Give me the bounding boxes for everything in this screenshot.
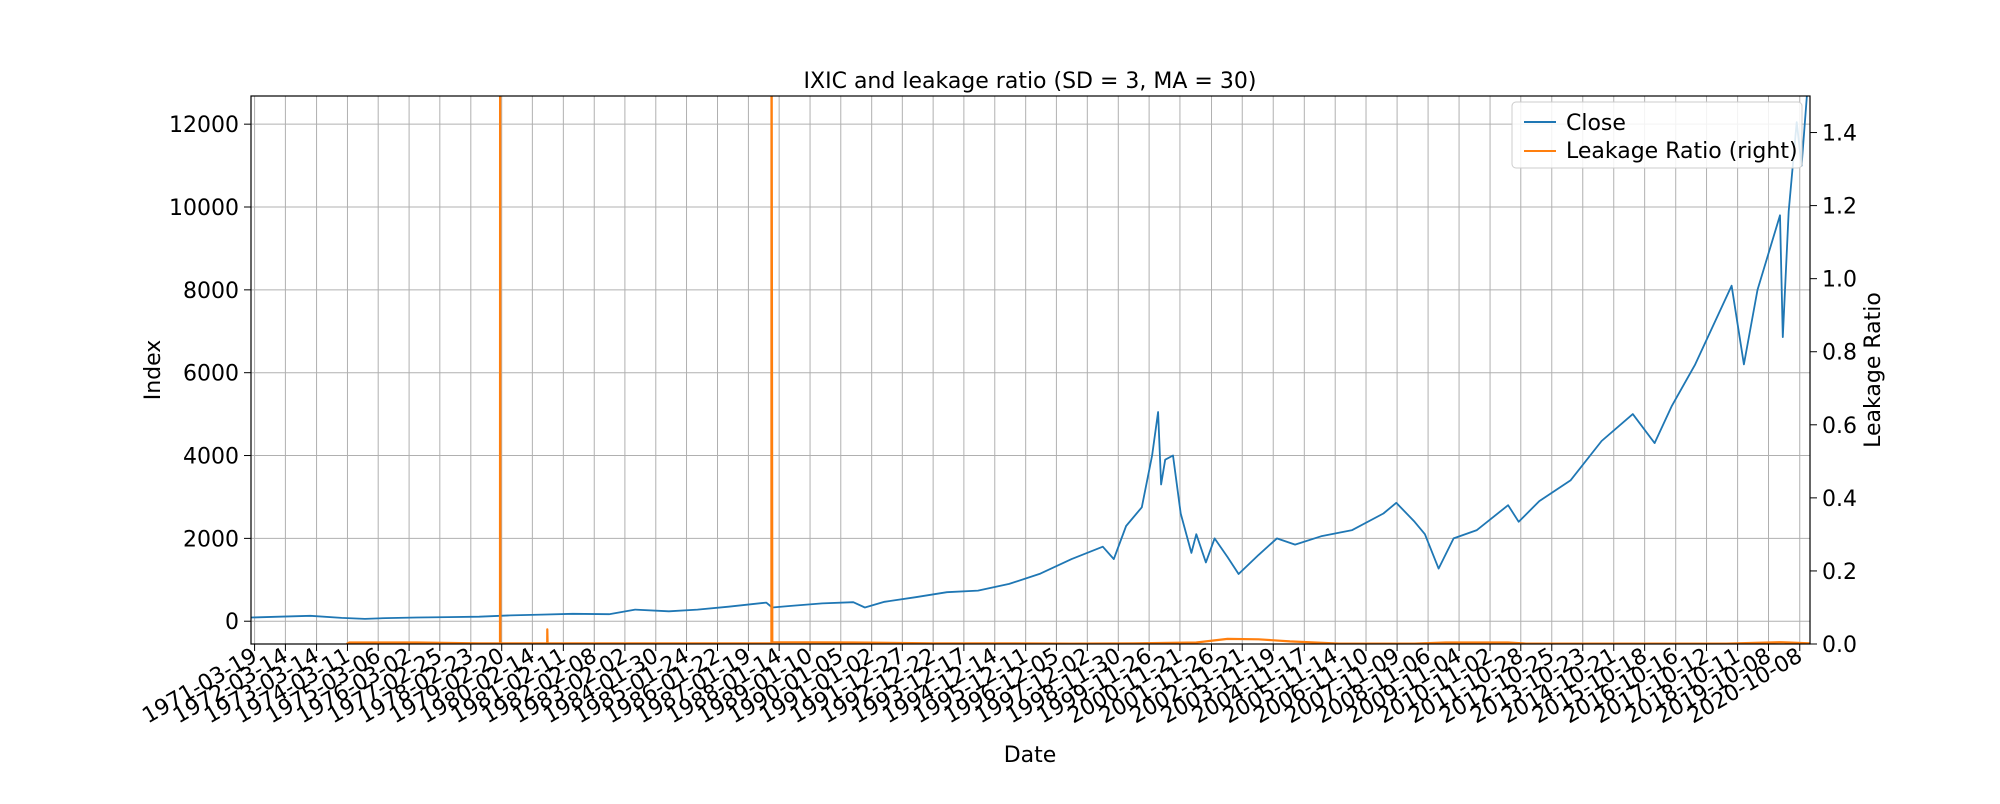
- y2-tick-label: 0.8: [1822, 341, 1857, 366]
- y2-tick-label: 0.2: [1822, 560, 1857, 585]
- y-tick-label: 4000: [183, 445, 239, 470]
- y2-tick-label: 1.0: [1822, 268, 1857, 293]
- y-tick-label: 6000: [183, 362, 239, 387]
- y2-tick-label: 0.6: [1822, 414, 1857, 439]
- legend-label-close: Close: [1566, 111, 1626, 136]
- legend-box: [1511, 101, 1803, 169]
- chart-title: IXIC and leakage ratio (SD = 3, MA = 30): [804, 69, 1257, 94]
- y2-tick-label: 0.0: [1822, 633, 1857, 658]
- y2-tick-label: 1.4: [1822, 122, 1857, 147]
- y-tick-label: 12000: [169, 113, 239, 138]
- y-tick-label: 2000: [183, 527, 239, 552]
- y2-tick-label: 1.2: [1822, 195, 1857, 220]
- axis-ticks: 1971-03-191972-03-141973-03-141974-03-11…: [138, 113, 1857, 729]
- y-axis-label: Index: [141, 340, 166, 401]
- y2-axis-label: Leakage Ratio: [1861, 292, 1886, 448]
- y-tick-label: 8000: [183, 279, 239, 304]
- legend: Close Leakage Ratio (right): [1511, 101, 1803, 169]
- y2-tick-label: 0.4: [1822, 487, 1857, 512]
- plot-frame: [250, 95, 1811, 645]
- x-axis-label: Date: [1004, 743, 1057, 768]
- grid-lines: [251, 96, 1810, 644]
- y-tick-label: 10000: [169, 196, 239, 221]
- series-line-close: [251, 96, 1808, 620]
- legend-label-leakage: Leakage Ratio (right): [1566, 139, 1798, 164]
- y-tick-label: 0: [225, 610, 239, 635]
